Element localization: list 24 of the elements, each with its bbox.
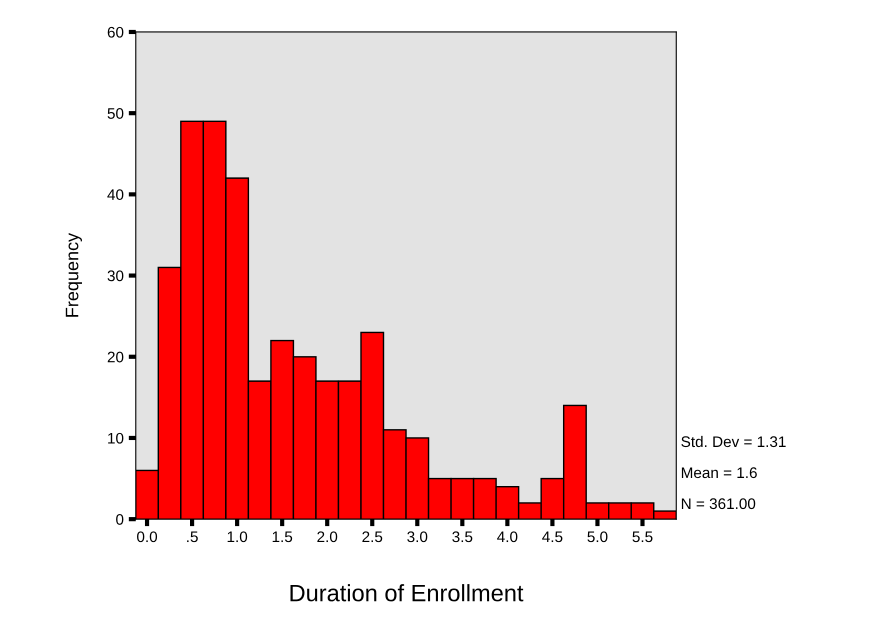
y-tick-label: 30 — [108, 270, 124, 282]
x-tick-label: 5.5 — [632, 532, 652, 542]
y-tick-label: 20 — [108, 352, 124, 362]
x-tick-label: 1.5 — [272, 532, 292, 542]
x-tick-label: 2.0 — [317, 531, 338, 542]
text: Std. Dev = 1.31 — [681, 436, 786, 448]
x-tick-label: 2.5 — [362, 531, 382, 542]
y-tick-label: 40 — [107, 189, 124, 200]
x-tick-label: 0.0 — [137, 531, 158, 542]
x-tick-label: 4.0 — [497, 531, 518, 542]
x-tick-label: 4.5 — [542, 532, 562, 542]
y-tick-label: 60 — [108, 26, 124, 38]
x-tick-label: 5.0 — [587, 531, 608, 542]
x-tick-label: 1.0 — [228, 531, 248, 542]
text: N = 361.00 — [682, 498, 756, 510]
x-tick-label: 3.0 — [407, 531, 428, 542]
x-axis-title: Duration of Enrollment — [290, 584, 524, 602]
y-tick-label: 10 — [108, 432, 124, 444]
y-tick-label: 50 — [108, 108, 124, 119]
y-tick-label: 0 — [116, 514, 124, 525]
x-tick-label: 3.5 — [452, 531, 472, 542]
text: Mean = 1.6 — [682, 467, 757, 478]
y-axis-title: Frequency — [66, 232, 82, 317]
x-tick-label: .5 — [187, 532, 198, 542]
